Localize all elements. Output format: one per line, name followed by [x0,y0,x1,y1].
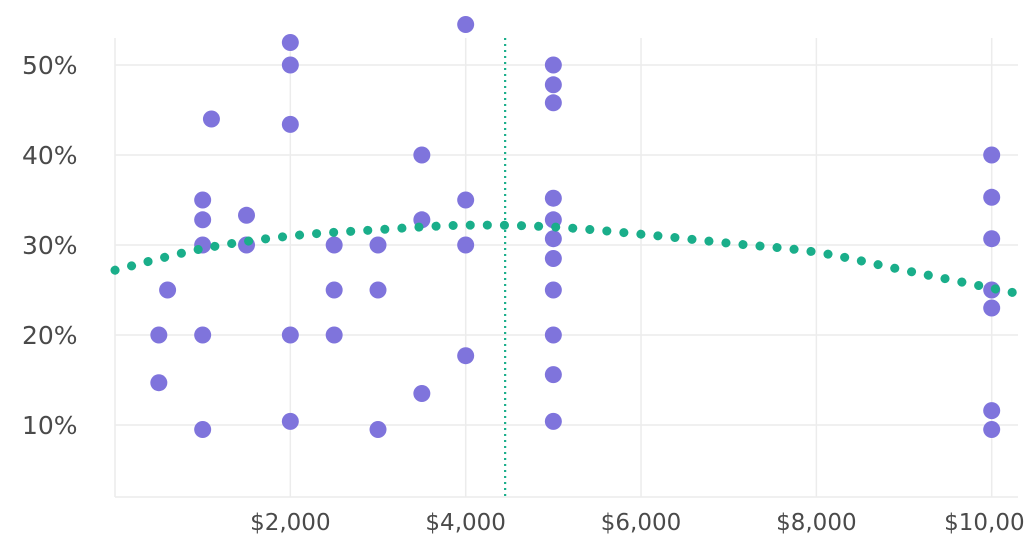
data-point [325,281,343,299]
x-tick-label: $10,000 [944,510,1024,536]
data-point [369,236,387,254]
data-point [983,299,1001,317]
data-point [413,146,431,164]
data-point [544,94,562,112]
x-tick-label: $4,000 [425,510,505,536]
y-tick-label: 40% [22,141,78,170]
data-point [457,16,475,33]
data-point [544,250,562,267]
data-point [194,191,212,209]
data-point [544,230,562,248]
data-point [150,326,168,344]
data-point [325,236,343,254]
data-point [238,206,256,224]
x-tick-label: $2,000 [250,510,330,536]
data-point [369,281,387,299]
data-point [413,385,431,402]
data-point [281,56,299,74]
data-point [194,421,212,438]
data-point [983,402,1001,420]
data-point [544,56,562,74]
data-point [983,146,1001,164]
data-point [281,326,299,344]
data-point [544,366,562,384]
data-point [544,189,562,207]
data-point [457,236,475,254]
data-point [544,281,562,299]
y-tick-label: 50% [22,51,78,80]
data-point [281,115,299,133]
data-point [544,412,562,430]
x-tick-label: $8,000 [776,510,856,536]
y-tick-label: 30% [22,231,78,260]
data-point [544,76,562,94]
y-tick-label: 10% [22,411,78,440]
data-point [983,188,1001,206]
data-point [202,110,220,128]
data-point [544,326,562,344]
data-point [159,281,177,299]
data-point [325,326,343,344]
data-point [194,326,212,344]
trend-line [110,220,1023,299]
y-tick-label: 20% [22,321,78,350]
data-point [457,191,475,209]
data-point [281,412,299,430]
data-point [281,34,299,51]
x-tick-label: $6,000 [601,510,681,536]
data-point [983,230,1001,248]
data-point [150,374,168,392]
data-point [369,421,387,438]
data-point [983,421,1001,438]
data-point [194,211,212,229]
data-point [457,347,475,365]
